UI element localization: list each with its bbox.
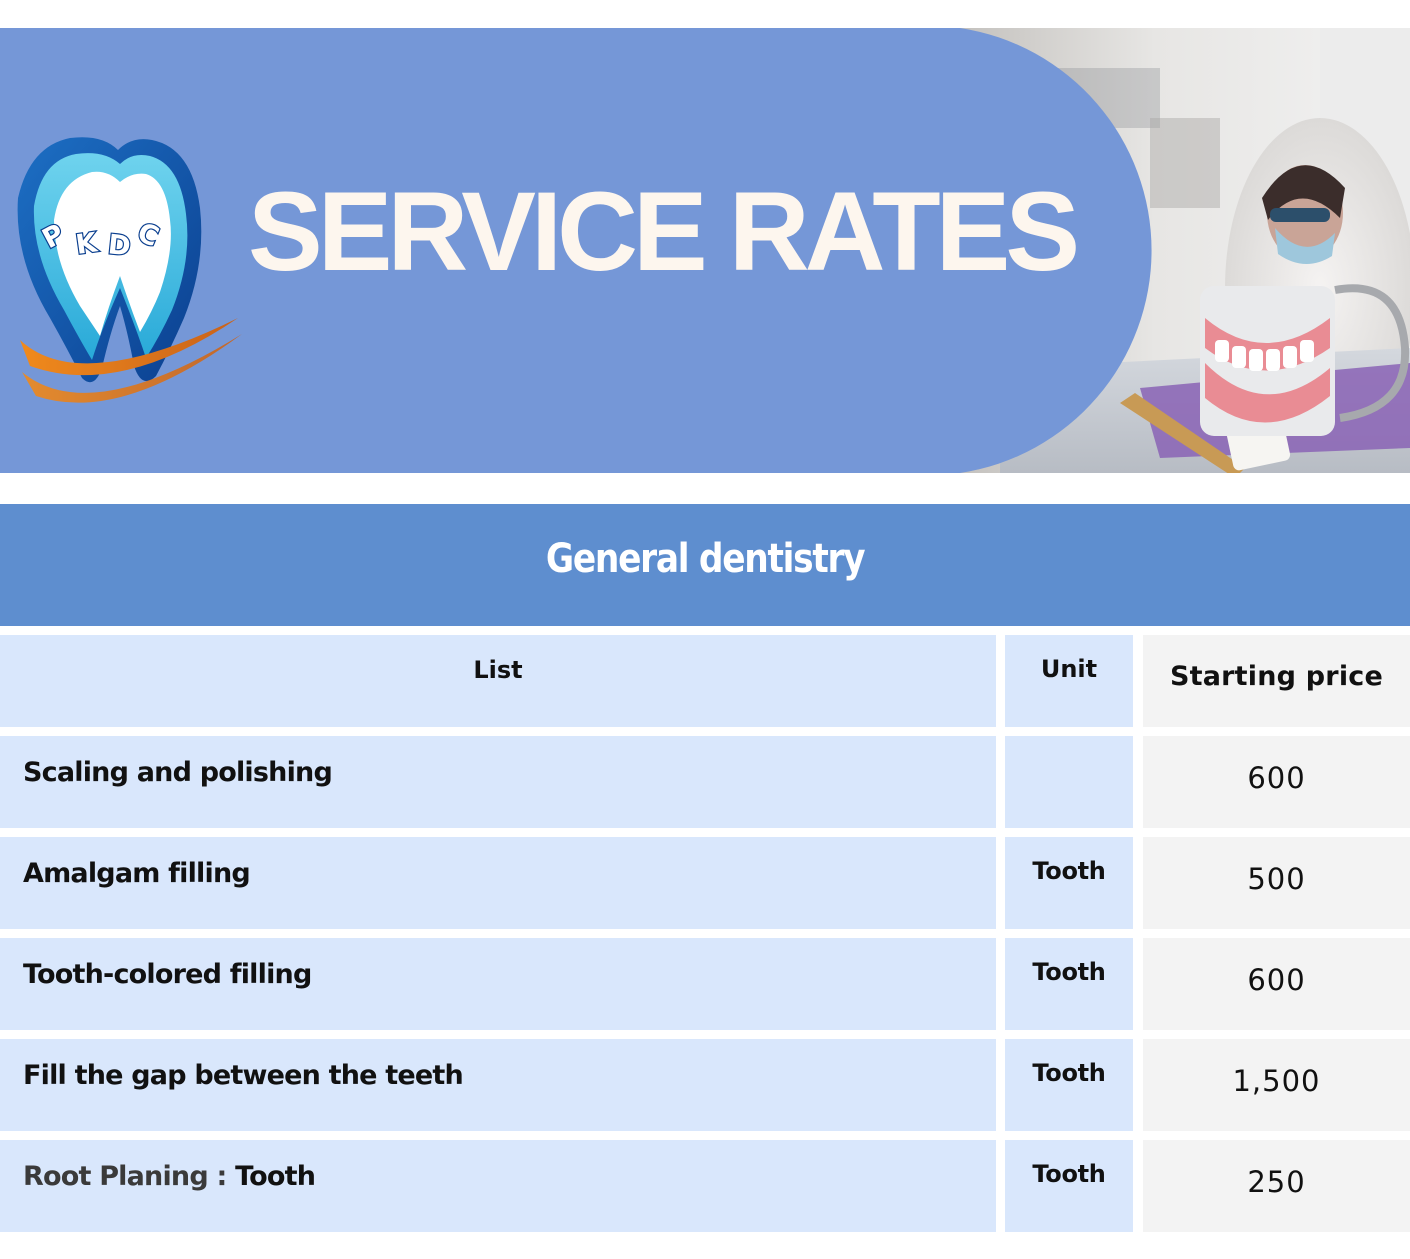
table-row: Scaling and polishing 600 [0, 736, 1410, 828]
row-unit-cell: Tooth [1005, 938, 1133, 1030]
page-title: SERVICE RATES [248, 169, 1080, 294]
row-item-name: Root Planing : Tooth [23, 1161, 316, 1192]
row-price: 500 [1247, 862, 1306, 896]
column-header-price: Starting price [1143, 635, 1410, 727]
header-banner: P K D C SERVICE RATES [0, 28, 1410, 473]
row-item-cell: Fill the gap between the teeth [0, 1039, 996, 1131]
row-unit-cell [1005, 736, 1133, 828]
column-header-price-label: Starting price [1169, 661, 1383, 692]
row-price-cell: 1,500 [1143, 1039, 1410, 1131]
dental-clinic-photo [0, 28, 1410, 473]
row-price-cell: 600 [1143, 736, 1410, 828]
column-header-list-label: List [473, 656, 523, 684]
row-item-cell: Scaling and polishing [0, 736, 996, 828]
table-row: Root Planing : Tooth Tooth 250 [0, 1140, 1410, 1232]
row-unit: Tooth [1032, 857, 1106, 885]
row-unit: Tooth [1032, 1059, 1106, 1087]
row-price-cell: 250 [1143, 1140, 1410, 1232]
row-unit-cell: Tooth [1005, 837, 1133, 929]
row-unit: Tooth [1032, 958, 1106, 986]
column-header-unit-label: Unit [1040, 655, 1098, 683]
table-row: Tooth-colored filling Tooth 600 [0, 938, 1410, 1030]
row-item-name: Fill the gap between the teeth [23, 1060, 464, 1091]
table-row: Fill the gap between the teeth Tooth 1,5… [0, 1039, 1410, 1131]
row-unit-cell: Tooth [1005, 1039, 1133, 1131]
price-table: List Unit Starting price Scaling and pol… [0, 635, 1410, 1241]
row-item-name-prefix: Root Planing : [23, 1161, 236, 1192]
section-header: General dentistry [0, 504, 1410, 626]
svg-text:D: D [106, 229, 132, 262]
row-item-name: Scaling and polishing [23, 757, 333, 788]
row-item-name: Amalgam filling [23, 858, 251, 889]
column-header-unit: Unit [1005, 635, 1133, 727]
row-item-name-suffix: Tooth [235, 1161, 316, 1192]
row-price-cell: 600 [1143, 938, 1410, 1030]
row-item-cell: Amalgam filling [0, 837, 996, 929]
row-price: 600 [1247, 963, 1306, 997]
table-row: Amalgam filling Tooth 500 [0, 837, 1410, 929]
column-header-list: List [0, 635, 996, 727]
row-unit-cell: Tooth [1005, 1140, 1133, 1232]
row-price-cell: 500 [1143, 837, 1410, 929]
table-header-row: List Unit Starting price [0, 635, 1410, 727]
section-title: General dentistry [545, 536, 866, 582]
row-price: 1,500 [1232, 1064, 1321, 1098]
row-price: 250 [1247, 1165, 1306, 1199]
row-price: 600 [1247, 761, 1306, 795]
row-item-name: Tooth-colored filling [23, 959, 312, 990]
row-item-cell: Root Planing : Tooth [0, 1140, 996, 1232]
row-unit: Tooth [1032, 1160, 1106, 1188]
pkdc-tooth-logo-icon: P K D C [17, 137, 242, 403]
row-item-cell: Tooth-colored filling [0, 938, 996, 1030]
